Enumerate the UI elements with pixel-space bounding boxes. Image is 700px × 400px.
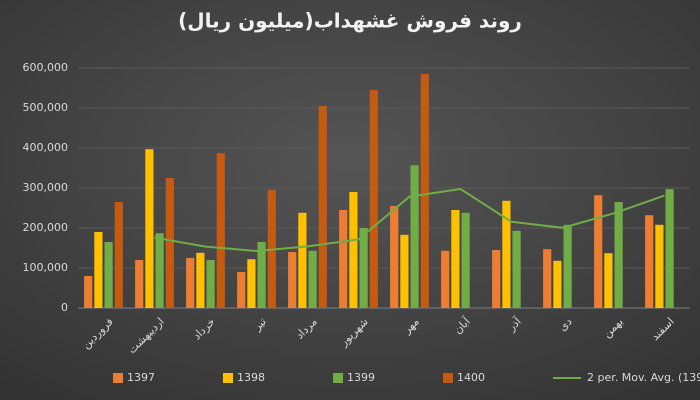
y-tick-label: 200,000 [23,221,69,234]
bar [553,260,562,308]
bar [645,215,654,308]
bar [196,252,205,308]
bar [594,195,603,308]
bar [84,276,93,308]
y-tick-label: 400,000 [23,141,69,154]
y-tick-label: 300,000 [23,181,69,194]
bar [655,224,664,308]
y-tick-label: 100,000 [23,261,69,274]
bar [502,200,511,308]
bar [349,192,358,308]
bar [359,228,368,308]
bar [369,90,378,308]
bar [563,224,572,308]
legend-swatch [223,373,233,383]
bar [237,272,246,308]
bar [665,189,674,308]
legend-label: 1397 [127,371,155,384]
bar [104,242,113,308]
bar [441,250,450,308]
bar [390,206,399,308]
bar [135,260,144,308]
chart-title: روند فروش غشهداب(میلیون ریال) [178,9,522,33]
bar [186,258,195,308]
bar [114,202,123,308]
y-tick-label: 600,000 [23,61,69,74]
bar [288,252,297,308]
bar [94,232,103,308]
legend-label: 1400 [457,371,485,384]
trend-line [154,187,665,253]
legend-label: 1399 [347,371,375,384]
bar [604,253,613,308]
legend-label: 2 per. Mov. Avg. (1399) [587,371,700,384]
bar [614,202,623,308]
bar [318,106,327,308]
bar [308,250,317,308]
legend-label: 1398 [237,371,265,384]
bar [165,178,174,308]
bar [145,149,154,308]
bar [216,153,225,308]
bar [155,233,164,308]
bar [247,259,256,308]
bar [512,230,521,308]
legend-swatch [443,373,453,383]
y-tick-label: 0 [61,301,68,314]
bar [257,242,266,308]
bar [339,210,348,308]
bar [543,249,552,308]
legend-swatch [333,373,343,383]
bar [400,234,409,308]
bar [461,212,470,308]
bar [410,165,419,308]
bar [420,74,429,308]
bar [492,250,501,308]
y-tick-label: 500,000 [23,101,69,114]
bar [451,210,460,308]
legend-swatch [113,373,123,383]
bar [298,212,307,308]
bar [206,260,215,308]
